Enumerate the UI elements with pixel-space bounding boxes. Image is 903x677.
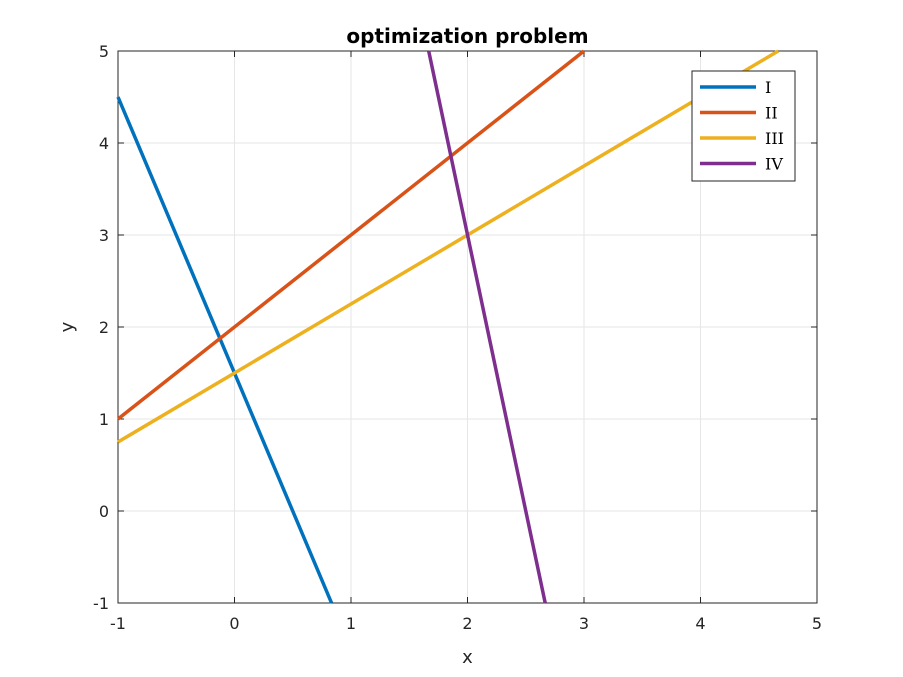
x-tick-label: 5 (812, 614, 822, 633)
y-tick-label: 3 (99, 226, 109, 245)
series-lines (116, 49, 780, 604)
y-tick-label: -1 (93, 594, 109, 613)
y-tick-label: 0 (99, 502, 109, 521)
series-line-III (117, 49, 780, 444)
series-line-I (116, 96, 334, 604)
x-tick-label: 4 (695, 614, 705, 633)
legend-label: I (765, 78, 771, 97)
series-line-II (116, 49, 586, 421)
x-tick-label: 0 (229, 614, 239, 633)
series-line-IV (426, 50, 547, 604)
y-axis-label: y (57, 321, 78, 332)
legend-label: III (765, 129, 784, 148)
x-tick-label: 3 (579, 614, 589, 633)
x-tick-label: 2 (462, 614, 472, 633)
y-tick-label: 2 (99, 318, 109, 337)
legend-label: II (765, 104, 778, 123)
y-tick-label: 5 (99, 42, 109, 61)
x-axis-label: x (462, 647, 473, 668)
ticks: -1 0 1 2 3 4 5 -1 0 1 2 3 4 5 (93, 42, 822, 633)
y-tick-label: 4 (99, 134, 109, 153)
x-tick-label: 1 (346, 614, 356, 633)
chart-title: optimization problem (346, 24, 588, 48)
x-tick-label: -1 (110, 614, 126, 633)
y-tick-label: 1 (99, 410, 109, 429)
legend-label: IV (765, 155, 783, 174)
